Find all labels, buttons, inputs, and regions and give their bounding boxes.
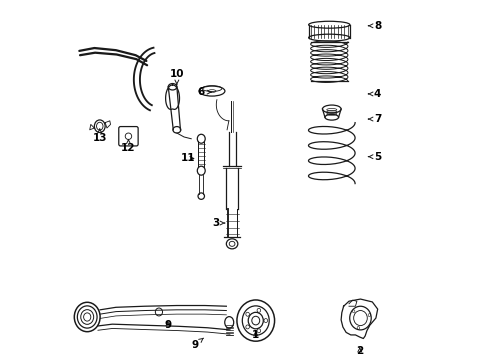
Text: 9: 9 [191, 338, 203, 350]
Text: 5: 5 [368, 152, 381, 162]
Text: 1: 1 [252, 330, 259, 340]
Text: 9: 9 [164, 320, 171, 330]
Text: 7: 7 [368, 114, 381, 124]
Text: 4: 4 [368, 89, 381, 99]
Text: 3: 3 [212, 218, 225, 228]
Text: 10: 10 [170, 69, 184, 85]
Text: 11: 11 [181, 153, 196, 163]
Text: 2: 2 [356, 346, 364, 356]
Text: 13: 13 [93, 129, 107, 143]
Text: 6: 6 [197, 87, 211, 97]
Text: 8: 8 [368, 21, 381, 31]
Text: 12: 12 [121, 140, 136, 153]
